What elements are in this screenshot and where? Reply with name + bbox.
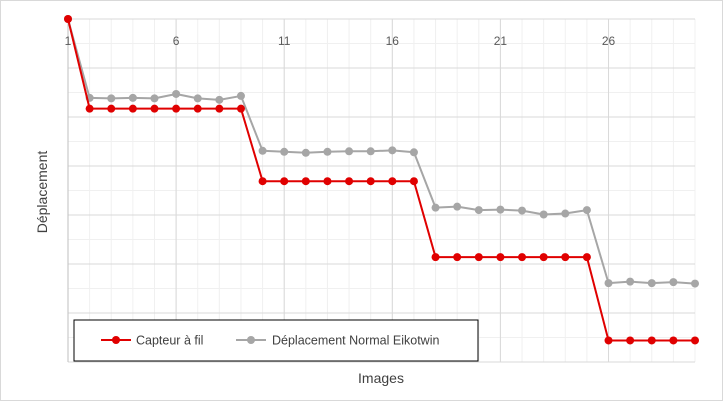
legend-swatch-eikotwin-marker [247, 336, 255, 344]
data-point-series-1 [172, 89, 181, 98]
data-point-series-1 [323, 147, 332, 156]
data-point-series-1 [431, 203, 440, 212]
data-point-series-0 [647, 336, 656, 345]
data-point-series-1 [388, 146, 397, 155]
data-point-series-1 [107, 94, 116, 103]
y-axis-title: Déplacement [34, 151, 50, 234]
data-point-series-0 [604, 336, 613, 345]
data-point-series-0 [496, 253, 505, 262]
data-point-series-1 [626, 277, 635, 286]
data-point-series-1 [366, 147, 375, 156]
data-point-series-0 [518, 253, 527, 262]
legend-swatch-capteur-marker [112, 336, 120, 344]
data-point-series-0 [561, 253, 570, 262]
data-point-series-0 [301, 177, 310, 186]
data-point-series-0 [453, 253, 462, 262]
data-point-series-1 [647, 279, 656, 288]
data-point-series-0 [323, 177, 332, 186]
data-point-series-0 [582, 253, 591, 262]
data-point-series-1 [280, 147, 289, 156]
data-point-series-1 [128, 93, 137, 102]
x-tick-labels: 1 6 11 16 21 26 [65, 34, 616, 48]
data-point-series-1 [215, 95, 224, 104]
data-point-series-1 [561, 209, 570, 218]
series-layer [64, 15, 699, 345]
data-point-series-1 [258, 146, 267, 155]
data-point-series-0 [258, 177, 267, 186]
x-tick-label: 16 [386, 34, 400, 48]
data-point-series-1 [496, 205, 505, 214]
data-point-series-1 [236, 91, 245, 100]
series-line-1 [67, 18, 696, 285]
data-point-series-1 [691, 279, 699, 288]
data-point-series-1 [582, 206, 591, 215]
data-point-series-0 [539, 253, 548, 262]
data-point-series-0 [85, 104, 94, 113]
data-point-series-0 [128, 104, 137, 113]
data-point-series-1 [301, 148, 310, 157]
data-point-series-1 [474, 206, 483, 215]
legend-label-capteur: Capteur à fil [136, 334, 203, 348]
x-axis-title: Images [358, 370, 404, 386]
legend-label-eikotwin: Déplacement Normal Eikotwin [272, 334, 439, 348]
data-point-series-0 [474, 253, 483, 262]
data-point-series-0 [193, 104, 202, 113]
x-tick-label: 1 [65, 34, 72, 48]
data-point-series-0 [150, 104, 159, 113]
x-tick-label: 21 [494, 34, 508, 48]
data-point-series-1 [539, 210, 548, 219]
data-point-series-1 [193, 94, 202, 103]
x-tick-label: 6 [173, 34, 180, 48]
data-point-series-0 [107, 104, 116, 113]
data-point-series-1 [150, 94, 159, 103]
data-point-series-0 [626, 336, 635, 345]
data-point-series-0 [431, 253, 440, 262]
data-point-series-1 [345, 147, 354, 156]
data-point-series-1 [409, 148, 418, 157]
data-point-series-0 [388, 177, 397, 186]
data-point-series-1 [453, 202, 462, 211]
data-point-series-0 [172, 104, 181, 113]
x-tick-label: 26 [602, 34, 616, 48]
data-point-series-0 [236, 104, 245, 113]
major-gridlines [67, 18, 695, 363]
series-line-0 [67, 18, 695, 342]
data-point-series-0 [64, 15, 72, 23]
data-point-series-0 [345, 177, 354, 186]
legend-box [73, 319, 479, 362]
data-point-series-0 [215, 104, 224, 113]
data-point-series-0 [280, 177, 289, 186]
data-point-series-0 [691, 336, 699, 345]
legend: Capteur à fil Déplacement Normal Eikotwi… [73, 319, 479, 362]
data-point-series-0 [366, 177, 375, 186]
data-point-series-0 [669, 336, 678, 345]
data-point-series-1 [669, 278, 678, 287]
data-point-series-1 [604, 279, 613, 288]
x-tick-label: 11 [278, 34, 291, 48]
data-point-series-1 [518, 206, 527, 215]
data-point-series-0 [409, 177, 418, 186]
